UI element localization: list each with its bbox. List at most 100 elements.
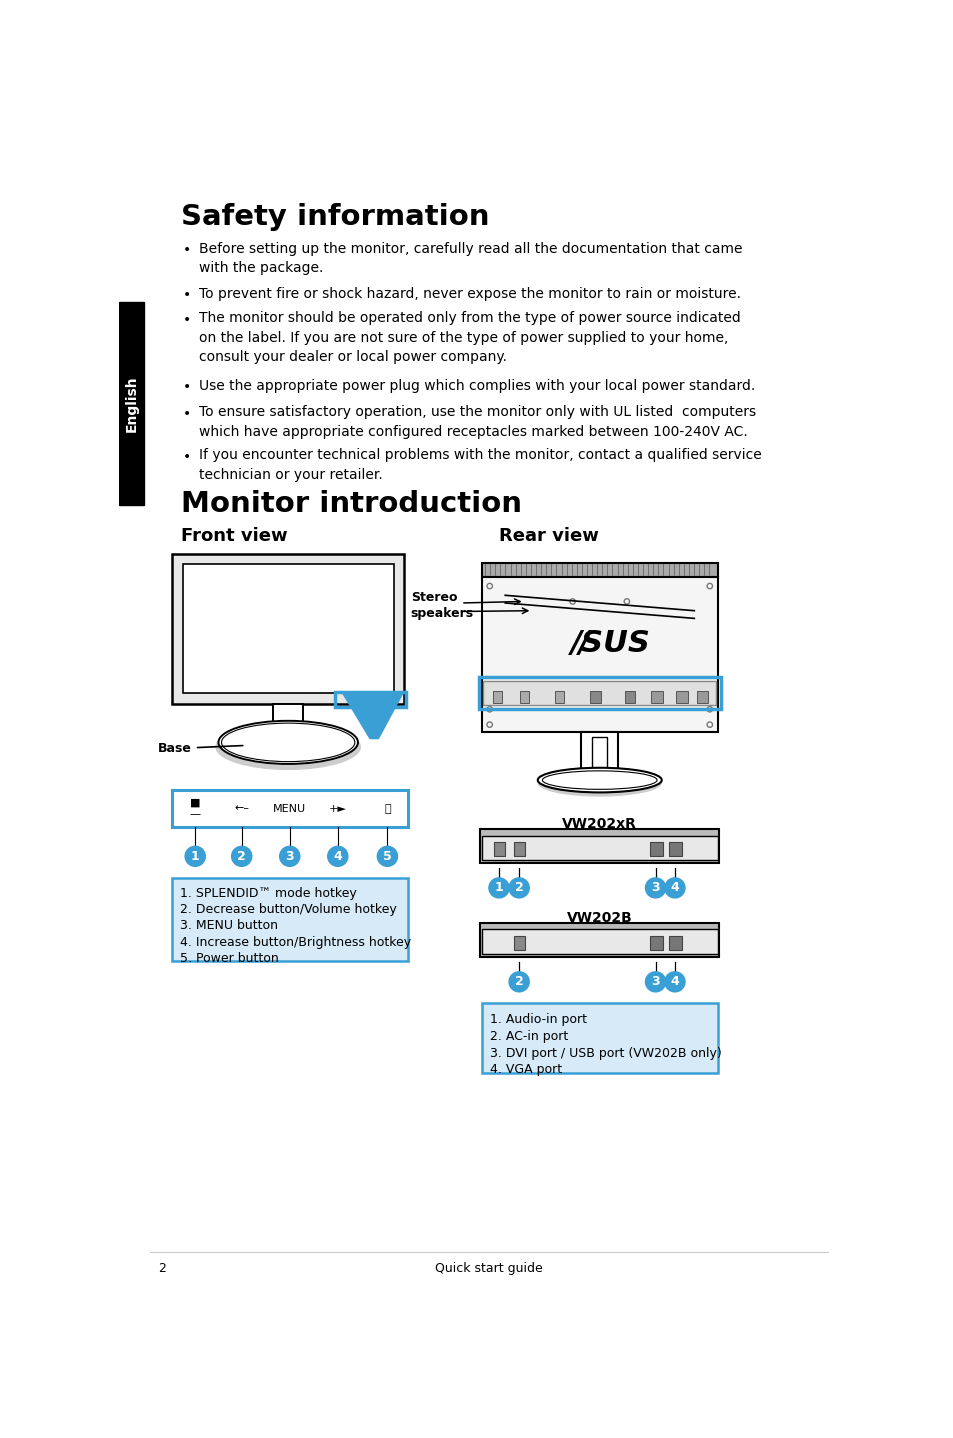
Bar	[478, 677, 720, 709]
Polygon shape	[340, 692, 404, 739]
Text: To prevent fire or shock hazard, never expose the monitor to rain or moisture.: To prevent fire or shock hazard, never e…	[199, 286, 740, 301]
Bar	[650, 690, 661, 703]
Circle shape	[488, 877, 509, 897]
Circle shape	[185, 847, 205, 866]
Bar	[555, 690, 563, 703]
Bar	[483, 680, 716, 706]
Text: /: /	[578, 630, 589, 659]
Circle shape	[509, 877, 529, 897]
Text: Monitor introduction: Monitor introduction	[181, 490, 521, 518]
Bar	[481, 929, 717, 953]
Text: ←–: ←–	[233, 804, 249, 814]
Text: 4. Increase button/Brightness hotkey: 4. Increase button/Brightness hotkey	[179, 936, 411, 949]
Text: To ensure satisfactory operation, use the monitor only with UL listed  computers: To ensure satisfactory operation, use th…	[199, 406, 756, 439]
Text: 1: 1	[191, 850, 199, 863]
Text: VW202B: VW202B	[566, 912, 632, 925]
Bar	[183, 565, 394, 693]
Bar	[480, 923, 719, 958]
Circle shape	[645, 972, 665, 992]
Bar	[172, 877, 407, 961]
Text: 4. VGA port: 4. VGA port	[489, 1064, 561, 1077]
Text: •: •	[183, 407, 191, 421]
Circle shape	[509, 972, 529, 992]
Text: ⏻: ⏻	[384, 804, 391, 814]
Bar	[589, 690, 599, 703]
Ellipse shape	[537, 769, 661, 797]
Bar	[481, 835, 717, 860]
Text: 5: 5	[382, 850, 392, 863]
Circle shape	[328, 847, 348, 866]
Text: 2: 2	[158, 1263, 166, 1276]
Bar	[481, 577, 717, 732]
Text: 2: 2	[237, 850, 246, 863]
Bar	[172, 554, 404, 703]
Text: /SUS: /SUS	[571, 630, 651, 659]
Bar	[481, 1004, 717, 1073]
Text: 2: 2	[515, 975, 523, 988]
Text: 3. DVI port / USB port (VW202B only): 3. DVI port / USB port (VW202B only)	[489, 1047, 720, 1060]
Ellipse shape	[537, 768, 661, 792]
Circle shape	[377, 847, 397, 866]
Text: Stereo
speakers: Stereo speakers	[410, 591, 474, 620]
Circle shape	[664, 877, 684, 897]
Text: 5. Power button: 5. Power button	[179, 952, 278, 965]
Text: The monitor should be operated only from the type of power source indicated
on t: The monitor should be operated only from…	[199, 311, 740, 364]
Text: 3: 3	[651, 975, 659, 988]
Bar	[519, 690, 529, 703]
Bar	[592, 736, 607, 774]
Circle shape	[664, 972, 684, 992]
Text: 1. SPLENDID™ mode hotkey: 1. SPLENDID™ mode hotkey	[179, 887, 356, 900]
Ellipse shape	[218, 720, 357, 764]
Bar	[649, 843, 661, 856]
Bar	[481, 562, 717, 577]
Bar	[580, 732, 618, 779]
Text: Front view: Front view	[181, 526, 288, 545]
Text: If you encounter technical problems with the monitor, contact a qualified servic: If you encounter technical problems with…	[199, 449, 761, 482]
Text: ■
—: ■ —	[190, 798, 200, 820]
Text: Rear view: Rear view	[498, 526, 598, 545]
Bar	[480, 830, 719, 863]
Circle shape	[645, 877, 665, 897]
Text: Before setting up the monitor, carefully read all the documentation that came
wi: Before setting up the monitor, carefully…	[199, 242, 741, 275]
Text: •: •	[183, 450, 191, 464]
Text: 4: 4	[334, 850, 342, 863]
Bar	[649, 936, 661, 951]
Text: Use the appropriate power plug which complies with your local power standard.: Use the appropriate power plug which com…	[199, 380, 755, 393]
Text: •: •	[183, 243, 191, 257]
Text: •: •	[183, 288, 191, 302]
Text: 1: 1	[494, 881, 503, 894]
Bar	[274, 703, 303, 742]
Text: VW202xR: VW202xR	[561, 817, 637, 831]
Text: 4: 4	[670, 881, 679, 894]
Bar	[335, 692, 406, 707]
Text: 2. Decrease button/Volume hotkey: 2. Decrease button/Volume hotkey	[179, 903, 396, 916]
Text: +►: +►	[329, 804, 346, 814]
Text: 1. Audio-in port: 1. Audio-in port	[489, 1012, 586, 1025]
Text: MENU: MENU	[273, 804, 306, 814]
Text: Safety information: Safety information	[181, 203, 489, 232]
Circle shape	[232, 847, 252, 866]
Bar	[514, 936, 525, 951]
Bar	[669, 936, 681, 951]
Text: •: •	[183, 381, 191, 394]
Text: 2: 2	[515, 881, 523, 894]
Text: English: English	[125, 375, 138, 431]
Text: Quick start guide: Quick start guide	[435, 1263, 542, 1276]
Text: •: •	[183, 312, 191, 326]
Text: 4: 4	[670, 975, 679, 988]
Bar	[514, 843, 525, 856]
Bar	[624, 690, 635, 703]
Bar	[669, 843, 681, 856]
Bar	[493, 690, 501, 703]
Text: 3. MENU button: 3. MENU button	[179, 919, 277, 932]
Bar	[172, 789, 407, 827]
Bar	[494, 843, 505, 856]
Text: 2. AC-in port: 2. AC-in port	[489, 1030, 567, 1043]
Text: 3: 3	[285, 850, 294, 863]
Bar	[119, 302, 144, 505]
Ellipse shape	[215, 723, 360, 771]
Bar	[696, 690, 707, 703]
Text: 3: 3	[651, 881, 659, 894]
Circle shape	[279, 847, 299, 866]
Bar	[676, 690, 687, 703]
